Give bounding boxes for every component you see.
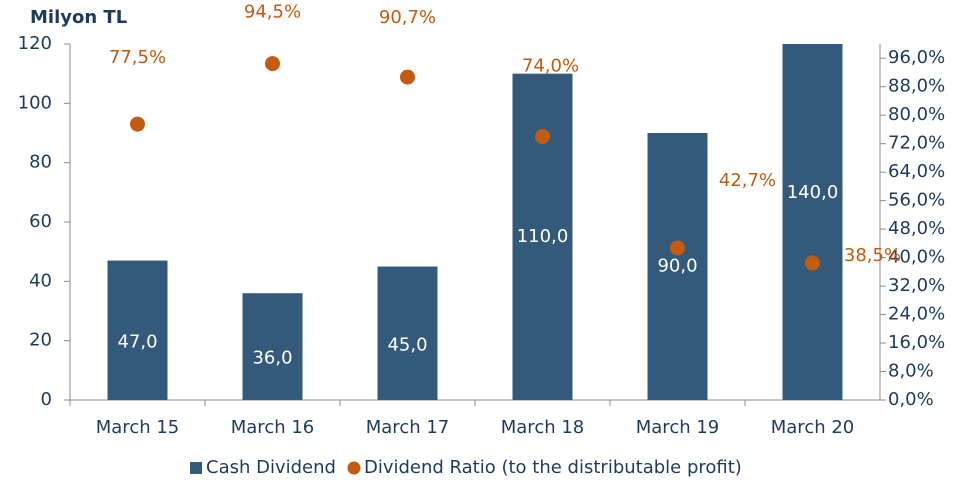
bar <box>647 133 708 400</box>
y-tick-label: 100 <box>18 92 52 113</box>
bar <box>242 293 303 400</box>
dot-value-label: 38,5% <box>844 245 901 266</box>
x-tick-label: March 20 <box>771 417 855 438</box>
y-tick-label: 80 <box>29 152 52 173</box>
y2-tick-label: 0,0% <box>888 389 934 410</box>
y2-tick-label: 64,0% <box>888 161 945 182</box>
bar-value-label: 47,0 <box>117 331 157 352</box>
bar-value-label: 110,0 <box>517 226 569 247</box>
bar <box>782 44 843 400</box>
legend-label: Cash Dividend <box>206 457 336 478</box>
y2-tick-label: 48,0% <box>888 218 945 239</box>
dot <box>670 240 685 256</box>
dot-value-label: 90,7% <box>379 7 436 28</box>
bars <box>107 44 843 400</box>
legend-label: Dividend Ratio (to the distributable pro… <box>364 457 742 478</box>
y2-tick-label: 24,0% <box>888 304 945 325</box>
dot-value-label: 94,5% <box>244 2 301 23</box>
dot-value-label: 74,0% <box>522 56 579 77</box>
y-tick-label: 120 <box>18 33 52 54</box>
x-tick-label: March 17 <box>366 417 450 438</box>
dot <box>535 129 550 145</box>
bar <box>512 73 573 400</box>
x-tick-label: March 18 <box>501 417 585 438</box>
y-tick-label: 0 <box>41 389 52 410</box>
bar-value-label: 36,0 <box>252 348 292 369</box>
y2-tick-label: 32,0% <box>888 275 945 296</box>
bar-value-label: 90,0 <box>657 256 697 277</box>
y-tick-label: 40 <box>29 270 52 291</box>
y-tick-label: 60 <box>29 211 52 232</box>
y2-tick-label: 8,0% <box>888 361 934 382</box>
y-tick-label: 20 <box>29 330 52 351</box>
y2-tick-label: 56,0% <box>888 190 945 211</box>
legend-swatch <box>190 462 202 474</box>
dot <box>130 116 145 132</box>
bar-value-label: 45,0 <box>387 334 427 355</box>
y2-tick-label: 96,0% <box>888 47 945 68</box>
y2-tick-label: 16,0% <box>888 332 945 353</box>
legend-swatch <box>347 461 361 475</box>
dot-value-label: 77,5% <box>109 47 166 68</box>
x-tick-label: March 16 <box>231 417 315 438</box>
y2-tick-label: 72,0% <box>888 133 945 154</box>
y-axis-label: Milyon TL <box>30 7 127 28</box>
bar <box>377 266 438 400</box>
x-tick-label: March 19 <box>636 417 720 438</box>
bar-value-label: 140,0 <box>787 182 839 203</box>
y2-tick-label: 80,0% <box>888 104 945 125</box>
y2-tick-label: 40,0% <box>888 247 945 268</box>
dot <box>265 56 280 72</box>
bar <box>107 260 168 400</box>
dot <box>805 255 820 271</box>
dot <box>400 69 415 85</box>
x-tick-label: March 15 <box>96 417 180 438</box>
y2-tick-label: 88,0% <box>888 76 945 97</box>
dot-value-label: 42,7% <box>719 170 776 191</box>
